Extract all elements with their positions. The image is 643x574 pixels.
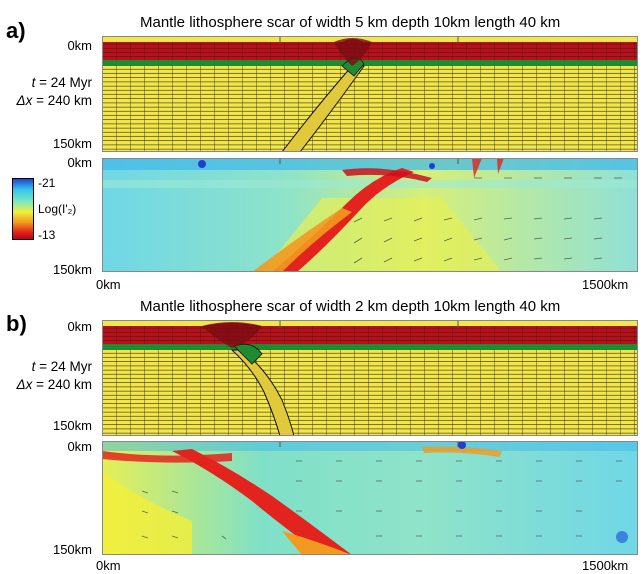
panel-b-x-left: 0km — [96, 558, 121, 573]
panel-a-strain-bottom-depth: 150km — [52, 262, 92, 277]
panel-a-title: Mantle lithosphere scar of width 5 km de… — [140, 14, 561, 31]
panel-b-velocity-arrows — [141, 460, 622, 540]
panel-b-bottom-depth: 150km — [52, 418, 92, 433]
panel-b-material-plot — [102, 320, 638, 436]
panel-b-lower-crust — [102, 344, 638, 350]
panel-a-strain-plot — [102, 158, 638, 272]
panel-a-bottom-depth: 150km — [52, 136, 92, 151]
panel-b-x-right: 1500km — [582, 558, 629, 573]
panel-b-title: Mantle lithosphere scar of width 2 km de… — [140, 298, 561, 315]
panel-b-strain-top-depth: 0km — [67, 439, 92, 454]
panel-b-top-depth: 0km — [67, 319, 92, 334]
panel-b-time-symbol: t — [31, 359, 36, 374]
panel-b-shear-zone — [172, 449, 352, 555]
panel-b-dx-symbol: Δx — [16, 377, 33, 392]
panel-b-label: b) — [6, 311, 27, 336]
panel-a-time-symbol: t — [31, 75, 36, 90]
panel-a-material-plot — [102, 36, 638, 152]
panel-b-dx-value: = 240 km — [32, 377, 92, 392]
colorbar-min-label: -13 — [38, 228, 56, 242]
panel-a-lower-crust — [102, 60, 638, 66]
colorbar-graphic — [12, 178, 34, 240]
panel-a-strain-top-depth: 0km — [67, 155, 92, 170]
panel-a-slab — [281, 65, 365, 152]
colorbar-mid-label: Log(I'₂) — [38, 202, 77, 216]
panel-b-time-value: = 24 Myr — [35, 359, 92, 374]
panel-b-params: t = 24 Myr Δx = 240 km — [17, 358, 92, 394]
panel-a-params: t = 24 Myr Δx = 240 km — [17, 74, 92, 110]
panel-a-top-depth: 0km — [67, 38, 92, 53]
panel-b-strain-plot — [102, 441, 638, 555]
panel-b-slab — [230, 349, 295, 436]
colorbar: -21 Log(I'₂) -13 — [12, 176, 96, 242]
panel-a-dx-value: = 240 km — [32, 93, 92, 108]
panel-a-dx-symbol: Δx — [16, 93, 33, 108]
panel-a-x-left: 0km — [96, 277, 121, 292]
panel-a-x-right: 1500km — [582, 277, 629, 292]
panel-a-label: a) — [6, 18, 26, 43]
colorbar-max-label: -21 — [38, 176, 56, 190]
panel-a-time-value: = 24 Myr — [35, 75, 92, 90]
panel-b-strain-bottom-depth: 150km — [52, 542, 92, 557]
panel-a-velocity-arrows — [353, 177, 622, 264]
